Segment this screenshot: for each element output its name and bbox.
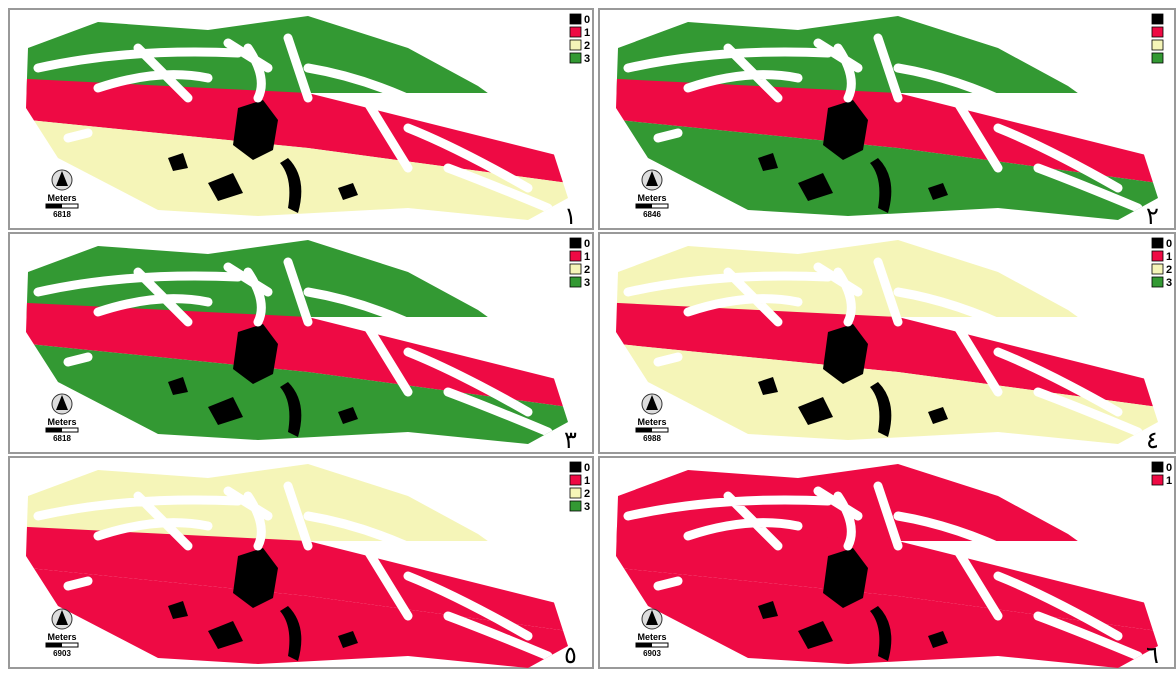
legend-swatch	[570, 475, 581, 485]
legend-swatch	[1152, 251, 1163, 261]
map-panel: Meters 6846 ٢	[598, 8, 1176, 238]
scale-label: 6988	[643, 434, 661, 443]
legend-label: 1	[1166, 475, 1172, 487]
scale-unit: Meters	[637, 193, 666, 203]
legend-swatch	[570, 488, 581, 498]
scale-label: 6818	[53, 434, 71, 443]
legend-swatch	[570, 251, 581, 261]
legend-swatch	[570, 40, 581, 50]
panel-number: ٦	[1146, 642, 1159, 669]
legend-label: 3	[584, 53, 590, 65]
panel-number: ٢	[1146, 203, 1159, 230]
panel-number: ٤	[1146, 427, 1159, 454]
legend-label: 1	[1166, 251, 1172, 263]
scale-label: 6846	[643, 210, 661, 219]
legend-swatch	[1152, 53, 1163, 63]
legend-label: 0	[1166, 238, 1172, 250]
legend-label: 1	[584, 27, 590, 39]
scale-label: 6903	[643, 649, 661, 658]
legend-label: 3	[1166, 277, 1172, 289]
legend-swatch	[1152, 264, 1163, 274]
legend-swatch	[570, 264, 581, 274]
scale-unit: Meters	[47, 417, 76, 427]
map-figure: 0123Meters6818١Meters6846٢0123Meters6818…	[0, 0, 1176, 669]
legend-swatch	[570, 53, 581, 63]
scale-bar	[46, 428, 62, 432]
legend-label: 2	[584, 264, 590, 276]
scale-bar	[46, 643, 62, 647]
legend-label: 3	[584, 501, 590, 513]
scale-unit: Meters	[637, 632, 666, 642]
scale-label: 6818	[53, 210, 71, 219]
legend-swatch	[1152, 40, 1163, 50]
scale-bar	[636, 204, 652, 208]
scale-bar	[636, 643, 652, 647]
legend-swatch	[570, 27, 581, 37]
legend-swatch	[1152, 462, 1163, 472]
panel-number: ٥	[564, 642, 577, 669]
legend-label: 0	[1166, 462, 1172, 474]
panel-number: ٣	[564, 427, 577, 454]
legend-label: 2	[1166, 264, 1172, 276]
legend-swatch	[570, 14, 581, 24]
scale-unit: Meters	[47, 632, 76, 642]
panel-number: ١	[564, 203, 577, 230]
scale-unit: Meters	[47, 193, 76, 203]
legend-swatch	[570, 501, 581, 511]
legend-label: 0	[584, 462, 590, 474]
legend-swatch	[570, 462, 581, 472]
scale-unit: Meters	[637, 417, 666, 427]
legend-swatch	[1152, 475, 1163, 485]
legend-label: 2	[584, 40, 590, 52]
legend-label: 2	[584, 488, 590, 500]
scale-label: 6903	[53, 649, 71, 658]
legend-swatch	[570, 238, 581, 248]
legend-swatch	[1152, 238, 1163, 248]
scale-bar	[636, 428, 652, 432]
legend-label: 1	[584, 475, 590, 487]
legend-swatch	[1152, 27, 1163, 37]
legend-swatch	[1152, 14, 1163, 24]
legend-swatch	[570, 277, 581, 287]
map-panel: 01 Meters 6903 ٦	[598, 456, 1176, 669]
legend-label: 0	[584, 14, 590, 26]
legend-swatch	[1152, 277, 1163, 287]
scale-bar	[46, 204, 62, 208]
legend-label: 0	[584, 238, 590, 250]
legend-label: 3	[584, 277, 590, 289]
legend-label: 1	[584, 251, 590, 263]
